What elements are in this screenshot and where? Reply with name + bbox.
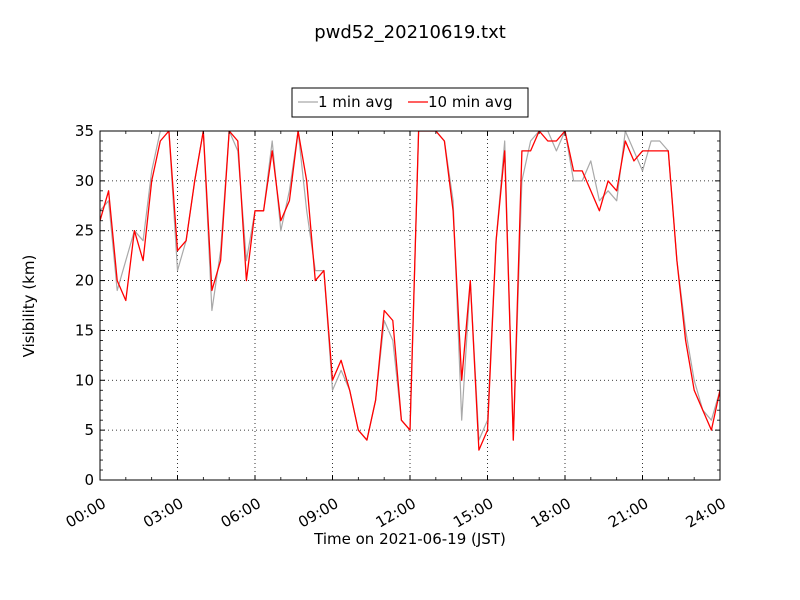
legend: 1 min avg 10 min avg bbox=[291, 87, 529, 118]
x-tick-label: 24:00 bbox=[683, 494, 729, 531]
chart-title: pwd52_20210619.txt bbox=[314, 22, 506, 43]
y-axis-label: Visibility (km) bbox=[20, 255, 38, 358]
series-layer bbox=[100, 131, 720, 451]
x-tick-label: 00:00 bbox=[63, 494, 109, 531]
x-tick-label: 18:00 bbox=[528, 494, 574, 531]
y-tick-label: 5 bbox=[84, 421, 94, 439]
x-tick-label: 09:00 bbox=[295, 494, 341, 531]
x-tick-label: 06:00 bbox=[218, 494, 264, 531]
x-tick-label: 21:00 bbox=[605, 494, 651, 531]
series-line-1min-avg bbox=[100, 131, 720, 441]
y-tick-label: 30 bbox=[75, 172, 94, 190]
x-tick-label: 03:00 bbox=[140, 494, 186, 531]
y-tick-label: 0 bbox=[84, 471, 94, 489]
grid bbox=[100, 131, 720, 480]
y-tick-label: 20 bbox=[75, 272, 94, 290]
legend-label-10min: 10 min avg bbox=[428, 93, 513, 111]
x-axis-label: Time on 2021-06-19 (JST) bbox=[313, 530, 506, 548]
series-line-10min-avg bbox=[100, 131, 720, 451]
legend-label-1min: 1 min avg bbox=[318, 93, 393, 111]
y-tick-label: 35 bbox=[75, 122, 94, 140]
y-tick-label: 15 bbox=[75, 321, 94, 339]
x-tick-label: 12:00 bbox=[373, 494, 419, 531]
y-tick-label: 25 bbox=[75, 222, 94, 240]
ticks: 00:00 03:00 06:00 09:00 12:00 15:00 18:00 21:00… bbox=[63, 122, 729, 531]
x-tick-label: 15:00 bbox=[450, 494, 496, 531]
y-tick-label: 10 bbox=[75, 371, 94, 389]
